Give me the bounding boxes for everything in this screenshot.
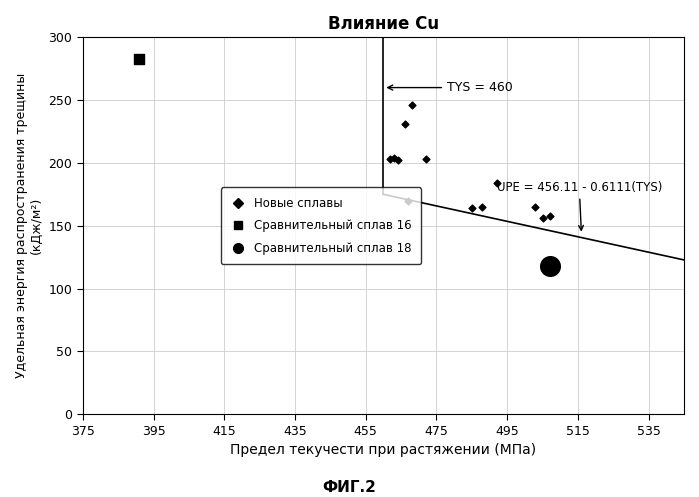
Новые сплавы: [530, 203, 541, 211]
Text: ФИГ.2: ФИГ.2: [322, 480, 377, 495]
Legend: Новые сплавы, Сравнительный сплав 16, Сравнительный сплав 18: Новые сплавы, Сравнительный сплав 16, Ср…: [221, 187, 421, 264]
Новые сплавы: [392, 157, 403, 165]
Новые сплавы: [466, 204, 477, 212]
Новые сплавы: [389, 154, 400, 162]
Сравнительный сплав 16: [134, 55, 145, 63]
Новые сплавы: [399, 120, 410, 128]
Новые сплавы: [406, 101, 417, 109]
Новые сплавы: [491, 179, 502, 187]
Новые сплавы: [537, 214, 548, 222]
Title: Влияние Cu: Влияние Cu: [328, 15, 439, 33]
Text: UPE = 456.11 - 0.6111(TYS): UPE = 456.11 - 0.6111(TYS): [496, 180, 662, 230]
Новые сплавы: [420, 155, 431, 163]
Сравнительный сплав 18: [544, 262, 555, 270]
X-axis label: Предел текучести при растяжении (МПа): Предел текучести при растяжении (МПа): [231, 443, 537, 457]
Новые сплавы: [385, 155, 396, 163]
Новые сплавы: [403, 197, 414, 205]
Text: TYS = 460: TYS = 460: [388, 81, 513, 94]
Новые сплавы: [477, 203, 488, 211]
Y-axis label: Удельная энергия распространения трещины
(кДж/м²): Удельная энергия распространения трещины…: [15, 73, 43, 378]
Новые сплавы: [544, 212, 555, 220]
